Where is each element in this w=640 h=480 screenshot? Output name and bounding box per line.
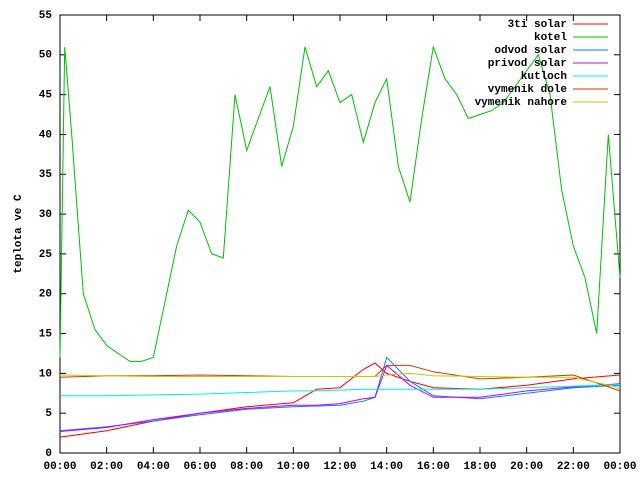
legend-label: vymenik nahore xyxy=(475,97,568,109)
x-tick-label: 18:00 xyxy=(463,461,496,473)
x-tick-label: 02:00 xyxy=(90,461,123,473)
y-tick-label: 25 xyxy=(39,249,53,261)
series-line xyxy=(59,364,621,432)
y-tick-label: 30 xyxy=(39,209,52,221)
x-tick-label: 00:00 xyxy=(43,461,76,473)
series-line xyxy=(60,384,621,397)
x-tick-label: 22:00 xyxy=(557,461,590,473)
legend-label: odvod solar xyxy=(494,45,567,57)
x-tick-label: 10:00 xyxy=(277,461,310,473)
legend-label: kutloch xyxy=(521,71,567,83)
y-tick-label: 55 xyxy=(39,10,53,22)
x-tick-label: 16:00 xyxy=(417,461,450,473)
legend-label: vymenik dole xyxy=(488,84,568,96)
y-tick-label: 20 xyxy=(39,289,52,301)
legend-label: kotel xyxy=(534,32,567,44)
series-line xyxy=(59,356,621,432)
x-tick-label: 04:00 xyxy=(137,461,170,473)
x-tick-label: 08:00 xyxy=(230,461,263,473)
legend-label: privod solar xyxy=(488,58,567,70)
y-tick-label: 40 xyxy=(39,129,52,141)
y-axis-label: teplota ve C xyxy=(13,194,25,274)
legend-label: 3ti solar xyxy=(508,19,567,31)
y-tick-label: 0 xyxy=(45,448,52,460)
series-line xyxy=(59,372,621,389)
x-tick-label: 00:00 xyxy=(603,461,636,473)
y-tick-label: 45 xyxy=(39,90,53,102)
y-tick-label: 35 xyxy=(39,169,53,181)
x-tick-label: 20:00 xyxy=(510,461,543,473)
x-tick-label: 12:00 xyxy=(323,461,356,473)
y-tick-label: 10 xyxy=(39,368,52,380)
y-tick-label: 15 xyxy=(39,328,53,340)
x-tick-label: 14:00 xyxy=(370,461,403,473)
y-tick-label: 5 xyxy=(45,408,52,420)
series-line xyxy=(59,44,621,362)
x-tick-label: 06:00 xyxy=(183,461,216,473)
y-tick-label: 50 xyxy=(39,50,52,62)
